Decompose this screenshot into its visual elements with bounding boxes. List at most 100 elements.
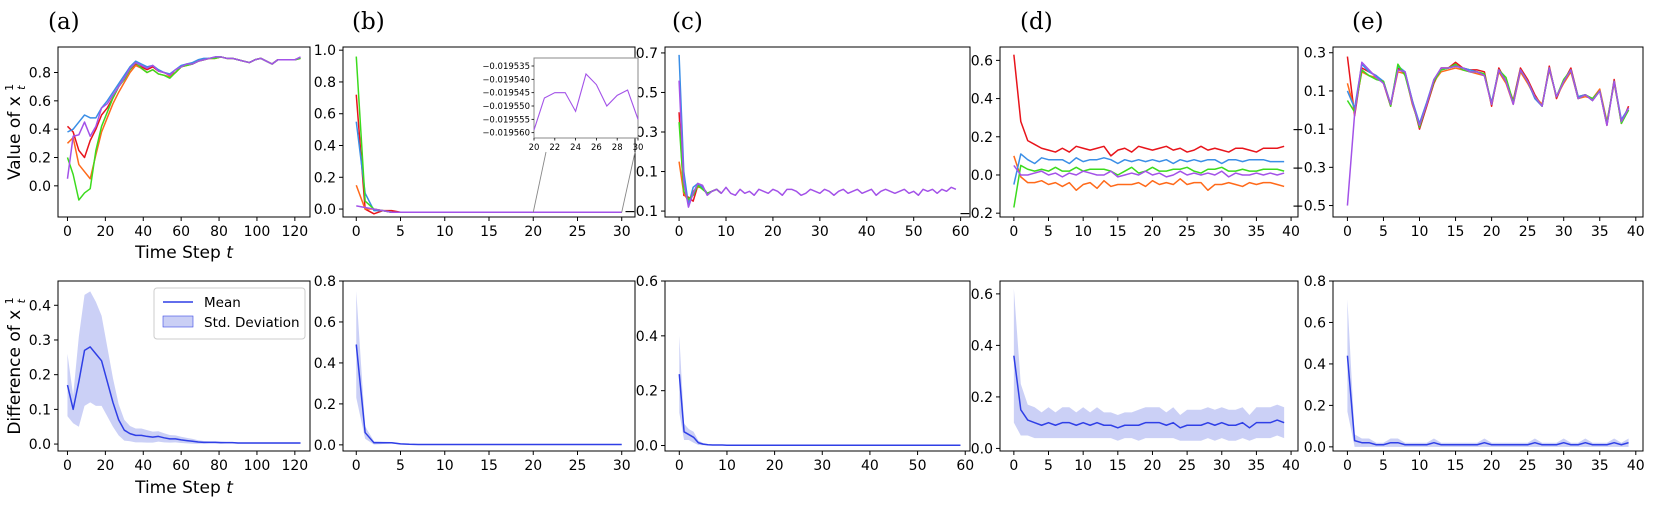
- top-axis-xtick-label: 30: [613, 224, 631, 240]
- bottom-axis-frame: [1332, 280, 1644, 452]
- top-axis-ytick-label: 0.1: [636, 165, 658, 181]
- top-axis-xtick-label: 80: [210, 224, 228, 240]
- bottom-axis-ytick-label: 0.4: [971, 338, 993, 354]
- bottom-axis-ytick-label: 0.3: [29, 333, 51, 349]
- top-axis-ytick-label: 0.4: [29, 122, 51, 138]
- top-series-group: [355, 56, 622, 215]
- top-axis-ytick-label: 0.0: [314, 202, 336, 218]
- std-band: [356, 291, 622, 445]
- series-line-blue: [1346, 63, 1630, 125]
- axis-label-sub: t: [15, 298, 28, 303]
- top-series-group: [678, 54, 957, 208]
- mean-line: [678, 374, 961, 446]
- inset-frame: [533, 57, 639, 139]
- bottom-axis-ytick-label: 0.6: [1304, 315, 1326, 331]
- inset-ytick-label: −0.019535: [482, 62, 530, 72]
- panel-4: (e) 0 5 10 15 20 25 30 35 40 −0.5 −0.3 −0.1 0.1 0.3 0 5 1…: [1292, 9, 1645, 474]
- top-axis-ytick-label: −0.1: [624, 204, 658, 220]
- inset-ytick-label: −0.019545: [482, 89, 530, 99]
- series-line-orange: [1346, 67, 1630, 127]
- mean-line: [1346, 355, 1629, 446]
- bottom-axis-xtick-label: 10: [1411, 458, 1429, 474]
- inset-xtick-label: 22: [549, 143, 560, 153]
- mean-line: [355, 344, 622, 446]
- top-axis-xtick-label: 35: [1248, 224, 1266, 240]
- bottom-axis-xtick-label: 0: [1009, 458, 1018, 474]
- bottom-axis-ytick-label: 0.1: [29, 402, 51, 418]
- ylabel-bottom: Difference of x 1t: [3, 297, 28, 434]
- top-axis-xtick-label: 10: [1411, 224, 1429, 240]
- top-axis-xtick-label: 15: [480, 224, 498, 240]
- legend-mean-label: Mean: [204, 295, 241, 311]
- xlabel-var: t: [226, 243, 234, 263]
- inset-connector: [532, 151, 547, 213]
- inset-ytick-label: −0.019555: [482, 115, 530, 125]
- xlabel-var: t: [226, 478, 234, 498]
- top-axis-xtick-label: 5: [1379, 224, 1388, 240]
- inset-xtick-label: 30: [633, 143, 644, 153]
- top-series-group: [1346, 56, 1630, 206]
- bottom-axis-xtick-label: 30: [1555, 458, 1573, 474]
- bottom-axis-xtick-label: 20: [96, 458, 114, 474]
- bottom-axis-xtick-label: 10: [718, 458, 736, 474]
- top-axis-xtick-label: 5: [396, 224, 405, 240]
- inset-xtick-label: 26: [591, 143, 602, 153]
- top-axis-xtick-label: 25: [1178, 224, 1196, 240]
- bottom-axis-xtick-label: 25: [1519, 458, 1537, 474]
- top-axis-xtick-label: 40: [134, 224, 152, 240]
- inset-line: [533, 72, 639, 131]
- top-axis-ytick-label: −0.2: [959, 206, 993, 222]
- legend-std-swatch: [162, 315, 194, 328]
- top-axis-ytick-label: 0.7: [636, 46, 658, 62]
- std-band: [67, 291, 301, 444]
- top-axis-xtick-label: 10: [436, 224, 454, 240]
- inset-xtick-label: 20: [529, 143, 540, 153]
- legend: Mean Std. Deviation: [153, 287, 306, 340]
- bottom-axis-xtick-label: 40: [1282, 458, 1300, 474]
- xlabel-top: Time Step t: [134, 243, 234, 263]
- bottom-axis-xtick-label: 15: [1109, 458, 1127, 474]
- top-axis-ytick-label: 0.6: [29, 94, 51, 110]
- top-axis-ytick-label: −0.1: [1292, 122, 1326, 138]
- top-axis-xtick-label: 60: [172, 224, 190, 240]
- xlabel-text: Time Step: [134, 478, 226, 498]
- std-band: [1013, 288, 1285, 441]
- bottom-axis-ytick-label: 0.8: [314, 274, 336, 290]
- series-line-purple: [66, 56, 301, 179]
- bottom-axis-xtick-label: 15: [480, 458, 498, 474]
- xlabel-bottom: Time Step t: [134, 478, 234, 498]
- axis-label-text: Value of x: [5, 91, 25, 180]
- series-line-blue: [1013, 153, 1285, 185]
- top-axis-ytick-label: 0.0: [971, 168, 993, 184]
- bottom-axis-frame: [999, 280, 1299, 452]
- top-axis-xtick-label: 15: [1109, 224, 1127, 240]
- top-axis-xtick-label: 30: [1213, 224, 1231, 240]
- bottom-axis-ytick-label: 0.0: [314, 438, 336, 454]
- series-line-blue: [678, 54, 722, 206]
- top-axis-xtick-label: 40: [1282, 224, 1300, 240]
- top-axis-ytick-label: 0.4: [314, 139, 336, 155]
- inset-xtick-label: 24: [570, 143, 581, 153]
- top-axis-frame: [57, 46, 311, 218]
- bottom-axis-ytick-label: 0.4: [29, 298, 51, 314]
- series-line-orange: [355, 184, 622, 213]
- panel-0: (a) 0 20 40 60 80 100 120 0.0 0.2 0.4 0.6 0.8 0 20 40 60…: [29, 9, 311, 474]
- top-axis-xtick-label: 0: [1009, 224, 1018, 240]
- bottom-axis-xtick-label: 5: [1379, 458, 1388, 474]
- top-axis-ytick-label: 0.2: [314, 170, 336, 186]
- ylabel-top: Value of x 1t: [3, 84, 28, 180]
- top-axis-ytick-label: 0.6: [314, 107, 336, 123]
- bottom-axis-xtick-label: 30: [1213, 458, 1231, 474]
- bottom-axis-xtick-label: 35: [1591, 458, 1609, 474]
- bottom-axis-xtick-label: 60: [956, 458, 974, 474]
- std-band: [1347, 299, 1629, 447]
- bottom-axis-xtick-label: 40: [134, 458, 152, 474]
- bottom-axis-xtick-label: 0: [1343, 458, 1352, 474]
- bottom-axis-xtick-label: 0: [63, 458, 72, 474]
- top-axis-ytick-label: 0.1: [1304, 84, 1326, 100]
- bottom-axis-frame: [342, 280, 636, 452]
- top-axis-xtick-label: 60: [952, 224, 970, 240]
- top-axis-ytick-label: 0.6: [971, 53, 993, 69]
- bottom-axis-ytick-label: 0.0: [29, 437, 51, 453]
- top-axis-xtick-label: 25: [1519, 224, 1537, 240]
